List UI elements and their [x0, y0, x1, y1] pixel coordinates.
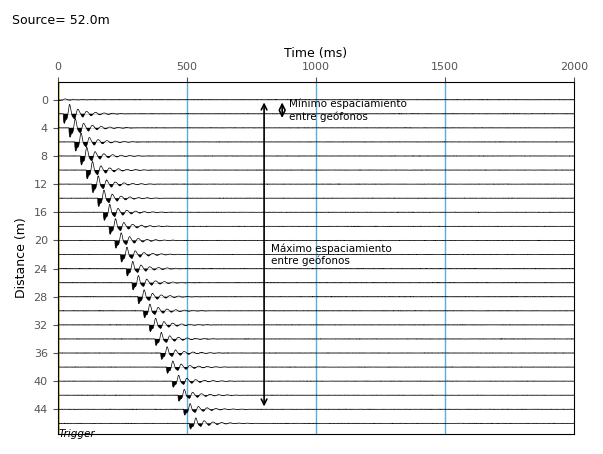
Y-axis label: Distance (m): Distance (m): [15, 217, 28, 298]
X-axis label: Time (ms): Time (ms): [284, 47, 347, 60]
Text: Máximo espaciamiento
entre geófonos: Máximo espaciamiento entre geófonos: [271, 243, 391, 266]
Text: Source= 52.0m: Source= 52.0m: [12, 14, 110, 27]
Text: Mínimo espaciamiento
entre geófonos: Mínimo espaciamiento entre geófonos: [289, 99, 406, 122]
Text: Trigger: Trigger: [59, 429, 95, 439]
